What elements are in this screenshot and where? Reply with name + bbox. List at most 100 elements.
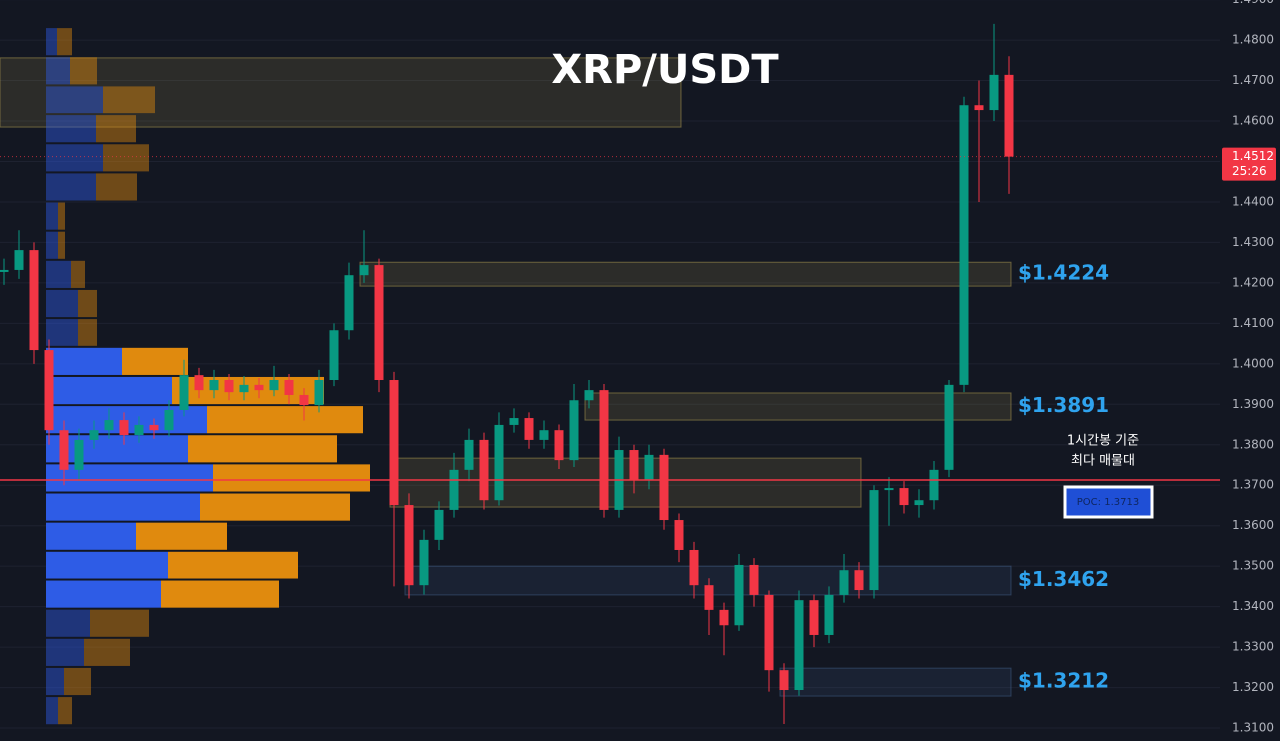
candle-body [584,390,594,401]
y-tick-label: 1.4900 [1232,0,1274,6]
candle-body [569,400,579,461]
candle-body [509,418,519,425]
candle-body [374,265,384,381]
price-axis: 1.3100 1.3200 1.3300 1.3400 1.3500 1.3600 1.37… [1222,0,1276,735]
candle-body [149,424,159,431]
y-tick-label: 1.3100 [1232,721,1274,735]
candle-body [389,380,399,506]
y-tick-label: 1.3400 [1232,599,1274,613]
zone [779,667,1012,697]
candles [0,23,1014,725]
profile-buy [46,57,70,85]
candle-body [974,105,984,111]
last-price-label: 1.4512 [1232,149,1274,163]
profile-buy [46,202,58,230]
profile-buy [46,260,71,288]
candle-body [269,380,279,391]
profile-buy [46,493,200,521]
candle-body [224,380,234,393]
candle-body [719,609,729,626]
profile-buy [46,435,188,463]
profile-sell [71,260,85,288]
profile-sell [103,144,149,172]
candle-body [74,439,84,470]
annotation: 1시간봉 기준 [1067,434,1139,449]
candle-body [674,520,684,550]
candle-body [29,250,39,351]
chart-title: XRP/USDT [551,47,779,93]
candle-body [989,74,999,111]
poc-label: POC: 1.3713 [1077,497,1139,508]
candle-body [659,454,669,521]
candle-body [1004,74,1014,157]
candle-body [164,409,174,431]
candle-body [194,375,204,391]
candle-body [359,265,369,276]
candle-body [44,350,54,431]
profile-sell [96,173,137,201]
profile-sell [84,638,130,666]
profile-buy [46,347,122,375]
profile-sell [200,493,350,521]
candle-body [254,384,264,391]
profile-buy [46,551,168,579]
profile-sell [70,57,97,85]
profile-sell [58,697,72,725]
profile-sell [136,522,227,550]
profile-sell [78,289,97,318]
candle-body [839,570,849,595]
candle-body [434,509,444,540]
candle-body [464,439,474,470]
zone [0,57,682,128]
profile-buy [46,86,103,114]
profile-buy [46,144,103,172]
y-tick-label: 1.3300 [1232,640,1274,654]
candle-body [644,454,654,480]
candle-body [329,330,339,381]
profile-buy [46,697,58,725]
candle-body [404,505,414,586]
candle-body [854,570,864,591]
candle-body [14,250,24,270]
candle-body [539,430,549,440]
candle-body [284,380,294,395]
candle-body [779,670,789,691]
profile-buy [46,231,58,259]
profile-buy [46,319,78,346]
profile-sell [207,406,363,434]
profile-buy [46,28,57,56]
y-tick-label: 1.4700 [1232,73,1274,87]
candle-body [764,594,774,671]
zone [359,261,1012,287]
profile-sell [58,202,65,230]
y-tick-label: 1.4400 [1232,194,1274,208]
y-tick-label: 1.3500 [1232,559,1274,573]
profile-buy [46,667,64,696]
countdown: 25:26 [1232,164,1267,178]
candle-body [824,594,834,635]
zone-label: $1.3462 [1018,567,1109,591]
candle-body [59,430,69,470]
profile-sell [122,347,188,375]
candle-body [899,488,909,506]
profile-sell [103,86,155,114]
candle-body [734,564,744,626]
candle-body [869,490,879,591]
candle-body [479,439,489,501]
y-tick-label: 1.4200 [1232,275,1274,289]
candle-body [419,539,429,586]
candle-body [629,450,639,480]
candle-body [524,418,534,440]
candle-body [449,469,459,510]
candle-body [0,269,9,272]
profile-buy [46,173,96,201]
zone-label: $1.4224 [1018,261,1109,285]
profile-buy [46,609,90,637]
y-tick-label: 1.4600 [1232,114,1274,128]
candle-body [209,380,219,391]
profile-sell [90,609,149,637]
profile-buy [46,580,161,608]
y-tick-label: 1.3600 [1232,518,1274,532]
zone [389,457,862,508]
